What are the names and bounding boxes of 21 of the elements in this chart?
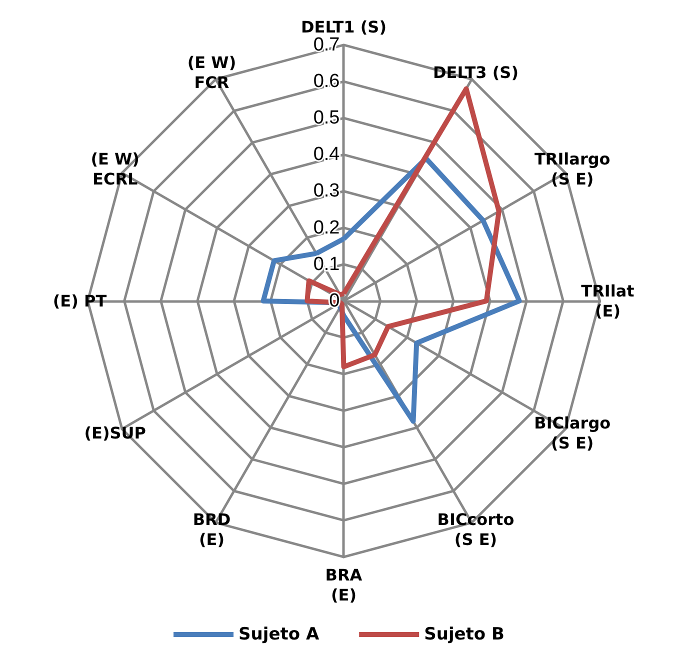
spoke-label: DELT1 (S) <box>300 17 387 36</box>
y-tick-label: 0.4 <box>313 144 340 166</box>
spoke-label: (E W) ECRL <box>90 149 140 188</box>
spoke-label: TRIlat (E) <box>581 281 635 320</box>
spoke-label: (E)SUP <box>84 423 146 442</box>
spoke-label: BRA (E) <box>325 565 363 604</box>
spoke-label: DELT3 (S) <box>432 62 519 82</box>
legend-label: Sujeto B <box>424 624 504 644</box>
spoke-label: TRIlargo (S E) <box>534 149 610 188</box>
spoke-label: (E) PT <box>52 291 107 310</box>
y-tick-label: 0.5 <box>313 108 340 129</box>
y-tick-label: 0.7 <box>313 34 340 56</box>
spoke-label: BICcorto (S E) <box>437 510 514 550</box>
y-tick-label: 0.2 <box>313 217 340 238</box>
spoke-label: (E W) FCR <box>187 52 236 92</box>
spoke-label: BRD (E) <box>192 510 231 550</box>
spoke-label: BIClargo (S E) <box>534 413 611 452</box>
y-tick-label: 0.3 <box>313 180 340 202</box>
legend-label: Sujeto A <box>238 624 320 644</box>
y-tick-label: 0.6 <box>313 71 340 92</box>
y-tick-label: 0.1 <box>313 254 340 275</box>
